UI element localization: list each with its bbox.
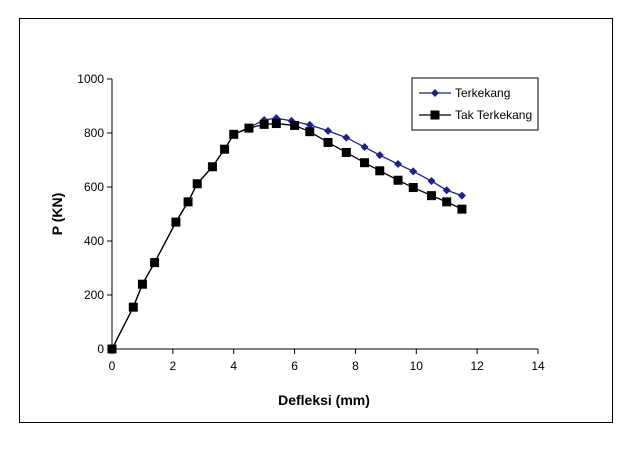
x-tick-label: 8 <box>352 359 359 373</box>
y-tick-label: 1000 <box>77 72 104 86</box>
series-line <box>111 122 463 350</box>
legend-box <box>411 77 539 131</box>
y-tick-label: 800 <box>84 126 104 140</box>
y-tick-label: 0 <box>97 342 104 356</box>
data-point <box>342 133 351 142</box>
legend-entry-label: Terkekang <box>455 86 510 100</box>
data-point <box>427 177 436 186</box>
x-tick-label: 2 <box>170 359 177 373</box>
series-tak-terkekang <box>107 119 467 354</box>
data-point <box>290 120 300 130</box>
legend: Terkekang Tak Terkekang <box>411 77 539 131</box>
x-tick-label: 12 <box>470 359 484 373</box>
data-point <box>192 179 202 189</box>
data-point <box>220 144 230 154</box>
line-chart: 0 2 4 6 8 10 12 14 0 200 400 600 800 1000 Defleksi (… <box>49 72 545 408</box>
x-tick-label: 4 <box>230 359 237 373</box>
data-point <box>409 167 418 176</box>
chart-frame: 0 2 4 6 8 10 12 14 0 200 400 600 800 1000 Defleksi (… <box>19 18 613 423</box>
data-point <box>128 302 138 312</box>
data-point <box>341 147 351 157</box>
data-point <box>305 120 314 129</box>
data-point <box>107 344 117 354</box>
y-tick-label: 600 <box>84 180 104 194</box>
data-point <box>323 137 333 147</box>
data-point <box>207 162 217 172</box>
axes <box>111 79 538 350</box>
data-point <box>442 186 451 195</box>
data-point <box>393 175 403 185</box>
data-point <box>375 151 384 160</box>
series-terkekang <box>108 114 466 353</box>
legend-entry-label: Tak Terkekang <box>455 108 532 122</box>
data-point <box>137 279 147 289</box>
series-group <box>107 114 467 354</box>
x-tick-label: 0 <box>109 359 116 373</box>
x-tick-label: 14 <box>531 359 545 373</box>
data-point <box>183 197 193 207</box>
data-point <box>360 143 369 152</box>
data-point <box>305 127 315 137</box>
data-point <box>442 197 452 207</box>
data-point <box>394 160 403 169</box>
data-point <box>229 129 239 139</box>
data-point <box>271 119 281 129</box>
x-tick-label: 10 <box>410 359 424 373</box>
x-axis-title: Defleksi (mm) <box>278 392 370 408</box>
x-tick-label: 6 <box>291 359 298 373</box>
series-line <box>111 117 463 350</box>
data-point <box>408 183 418 193</box>
y-axis-title: P (KN) <box>49 193 65 236</box>
y-tick-label: 400 <box>84 234 104 248</box>
data-point <box>457 191 466 200</box>
y-axis-ticks: 0 200 400 600 800 1000 <box>77 72 112 356</box>
data-point <box>244 123 254 133</box>
data-point <box>324 126 333 135</box>
data-point <box>427 191 436 201</box>
data-point <box>171 217 181 227</box>
legend-marker <box>430 110 440 120</box>
data-point <box>375 166 385 176</box>
y-tick-label: 200 <box>84 288 104 302</box>
data-point <box>457 204 467 214</box>
data-point <box>150 258 160 268</box>
data-point <box>259 119 269 129</box>
legend-marker <box>431 89 439 97</box>
data-point <box>360 158 370 168</box>
x-axis-ticks: 0 2 4 6 8 10 12 14 <box>109 349 545 373</box>
